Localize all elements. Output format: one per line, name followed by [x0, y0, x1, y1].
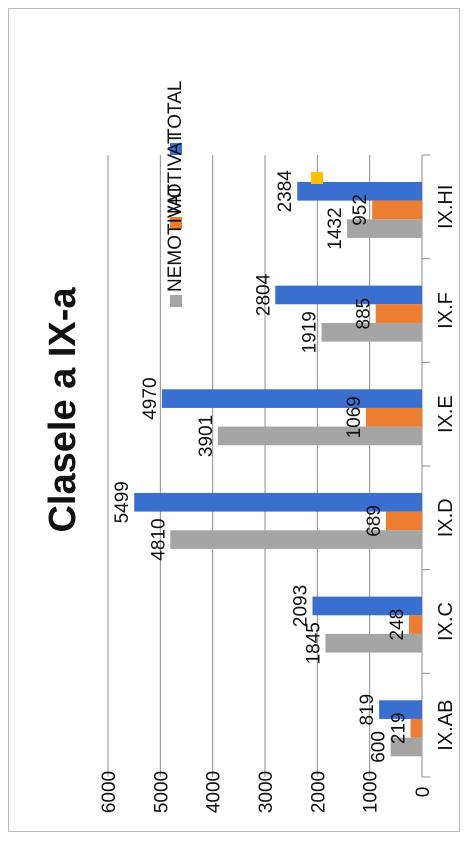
data-label-nemotivat-ix-f: 1919 — [300, 311, 321, 353]
category-label-ix-d: IX.D — [435, 498, 457, 537]
value-tick-label-4000: 4000 — [204, 771, 225, 813]
category-label-ix-c: IX.C — [435, 602, 457, 641]
data-label-motivat-ix-d: 689 — [364, 505, 385, 537]
legend-swatch-nemotivat — [170, 295, 182, 307]
bar-motivat-ix-ab — [410, 718, 422, 738]
bar-motivat-ix-d — [385, 511, 422, 531]
category-label-ix-ab: IX.AB — [435, 700, 457, 751]
bar-nemotivat-ix-e — [217, 426, 422, 446]
bar-total-ix-e — [161, 389, 423, 408]
legend-label-nemotivat: NEMOTIVAT — [165, 184, 186, 292]
chart-frame — [8, 8, 460, 832]
bar-motivat-ix-hi — [372, 200, 422, 220]
data-label-nemotivat-ix-e: 3901 — [196, 415, 217, 457]
bar-total-ix-d — [134, 492, 422, 512]
bar-nemotivat-ix-ab — [390, 737, 422, 757]
value-tick-label-0: 0 — [413, 787, 434, 798]
category-label-ix-hi: IX.HI — [435, 185, 457, 229]
bar-motivat-ix-c — [409, 615, 422, 634]
legend-label-motivat: MOTIVAT — [165, 132, 186, 214]
category-label-ix-f: IX.F — [435, 292, 457, 329]
data-label-total-ix-f: 2804 — [253, 273, 274, 316]
data-label-nemotivat-ix-hi: 1432 — [325, 207, 346, 249]
value-tick-label-2000: 2000 — [308, 771, 329, 813]
bar-total-ix-ab — [379, 700, 422, 719]
legend-extra-marker — [311, 172, 323, 184]
value-tick-label-3000: 3000 — [256, 771, 277, 813]
bar-total-ix-f — [275, 285, 422, 305]
bar-nemotivat-ix-d — [170, 530, 422, 549]
axis-layer: 0 1000 2000 3000 4000 5000 6000 IX.AB IX.C IX.D IX… — [99, 154, 457, 813]
grid-layer — [107, 155, 423, 777]
bar-nemotivat-ix-hi — [347, 219, 422, 238]
legend-label-total: TOTAL — [165, 81, 186, 140]
legend-swatch-motivat — [170, 217, 182, 229]
bar-total-ix-c — [312, 596, 422, 616]
value-tick-label-1000: 1000 — [361, 771, 382, 813]
data-label-motivat-ix-e: 1069 — [344, 396, 365, 438]
data-label-motivat-ix-ab: 219 — [389, 712, 410, 744]
value-tick-label-6000: 6000 — [99, 771, 120, 813]
bar-motivat-ix-e — [366, 407, 422, 427]
data-label-nemotivat-ix-c: 1845 — [303, 622, 324, 664]
bar-nemotivat-ix-c — [325, 633, 422, 653]
data-label-nemotivat-ix-ab: 600 — [369, 731, 390, 763]
data-label-total-ix-ab: 819 — [357, 694, 378, 726]
data-label-total-ix-hi: 2384 — [275, 170, 296, 213]
category-label-ix-e: IX.E — [435, 395, 457, 433]
data-label-motivat-ix-f: 885 — [354, 298, 375, 330]
data-label-motivat-ix-hi: 952 — [350, 194, 371, 226]
data-label-nemotivat-ix-d: 4810 — [148, 518, 169, 560]
bar-nemotivat-ix-f — [321, 322, 422, 342]
value-tick-label-5000: 5000 — [151, 771, 172, 813]
legend-swatch-total — [170, 143, 182, 155]
bar-motivat-ix-f — [375, 304, 422, 323]
data-label-total-ix-d: 5499 — [112, 481, 133, 523]
chart-title: Clasele a IX-a — [42, 287, 84, 533]
data-label-total-ix-e: 4970 — [140, 377, 161, 419]
data-label-motivat-ix-c: 248 — [387, 609, 408, 641]
bar-total-ix-hi — [297, 181, 422, 201]
data-label-total-ix-c: 2093 — [290, 585, 311, 627]
bars-layer — [134, 181, 423, 757]
